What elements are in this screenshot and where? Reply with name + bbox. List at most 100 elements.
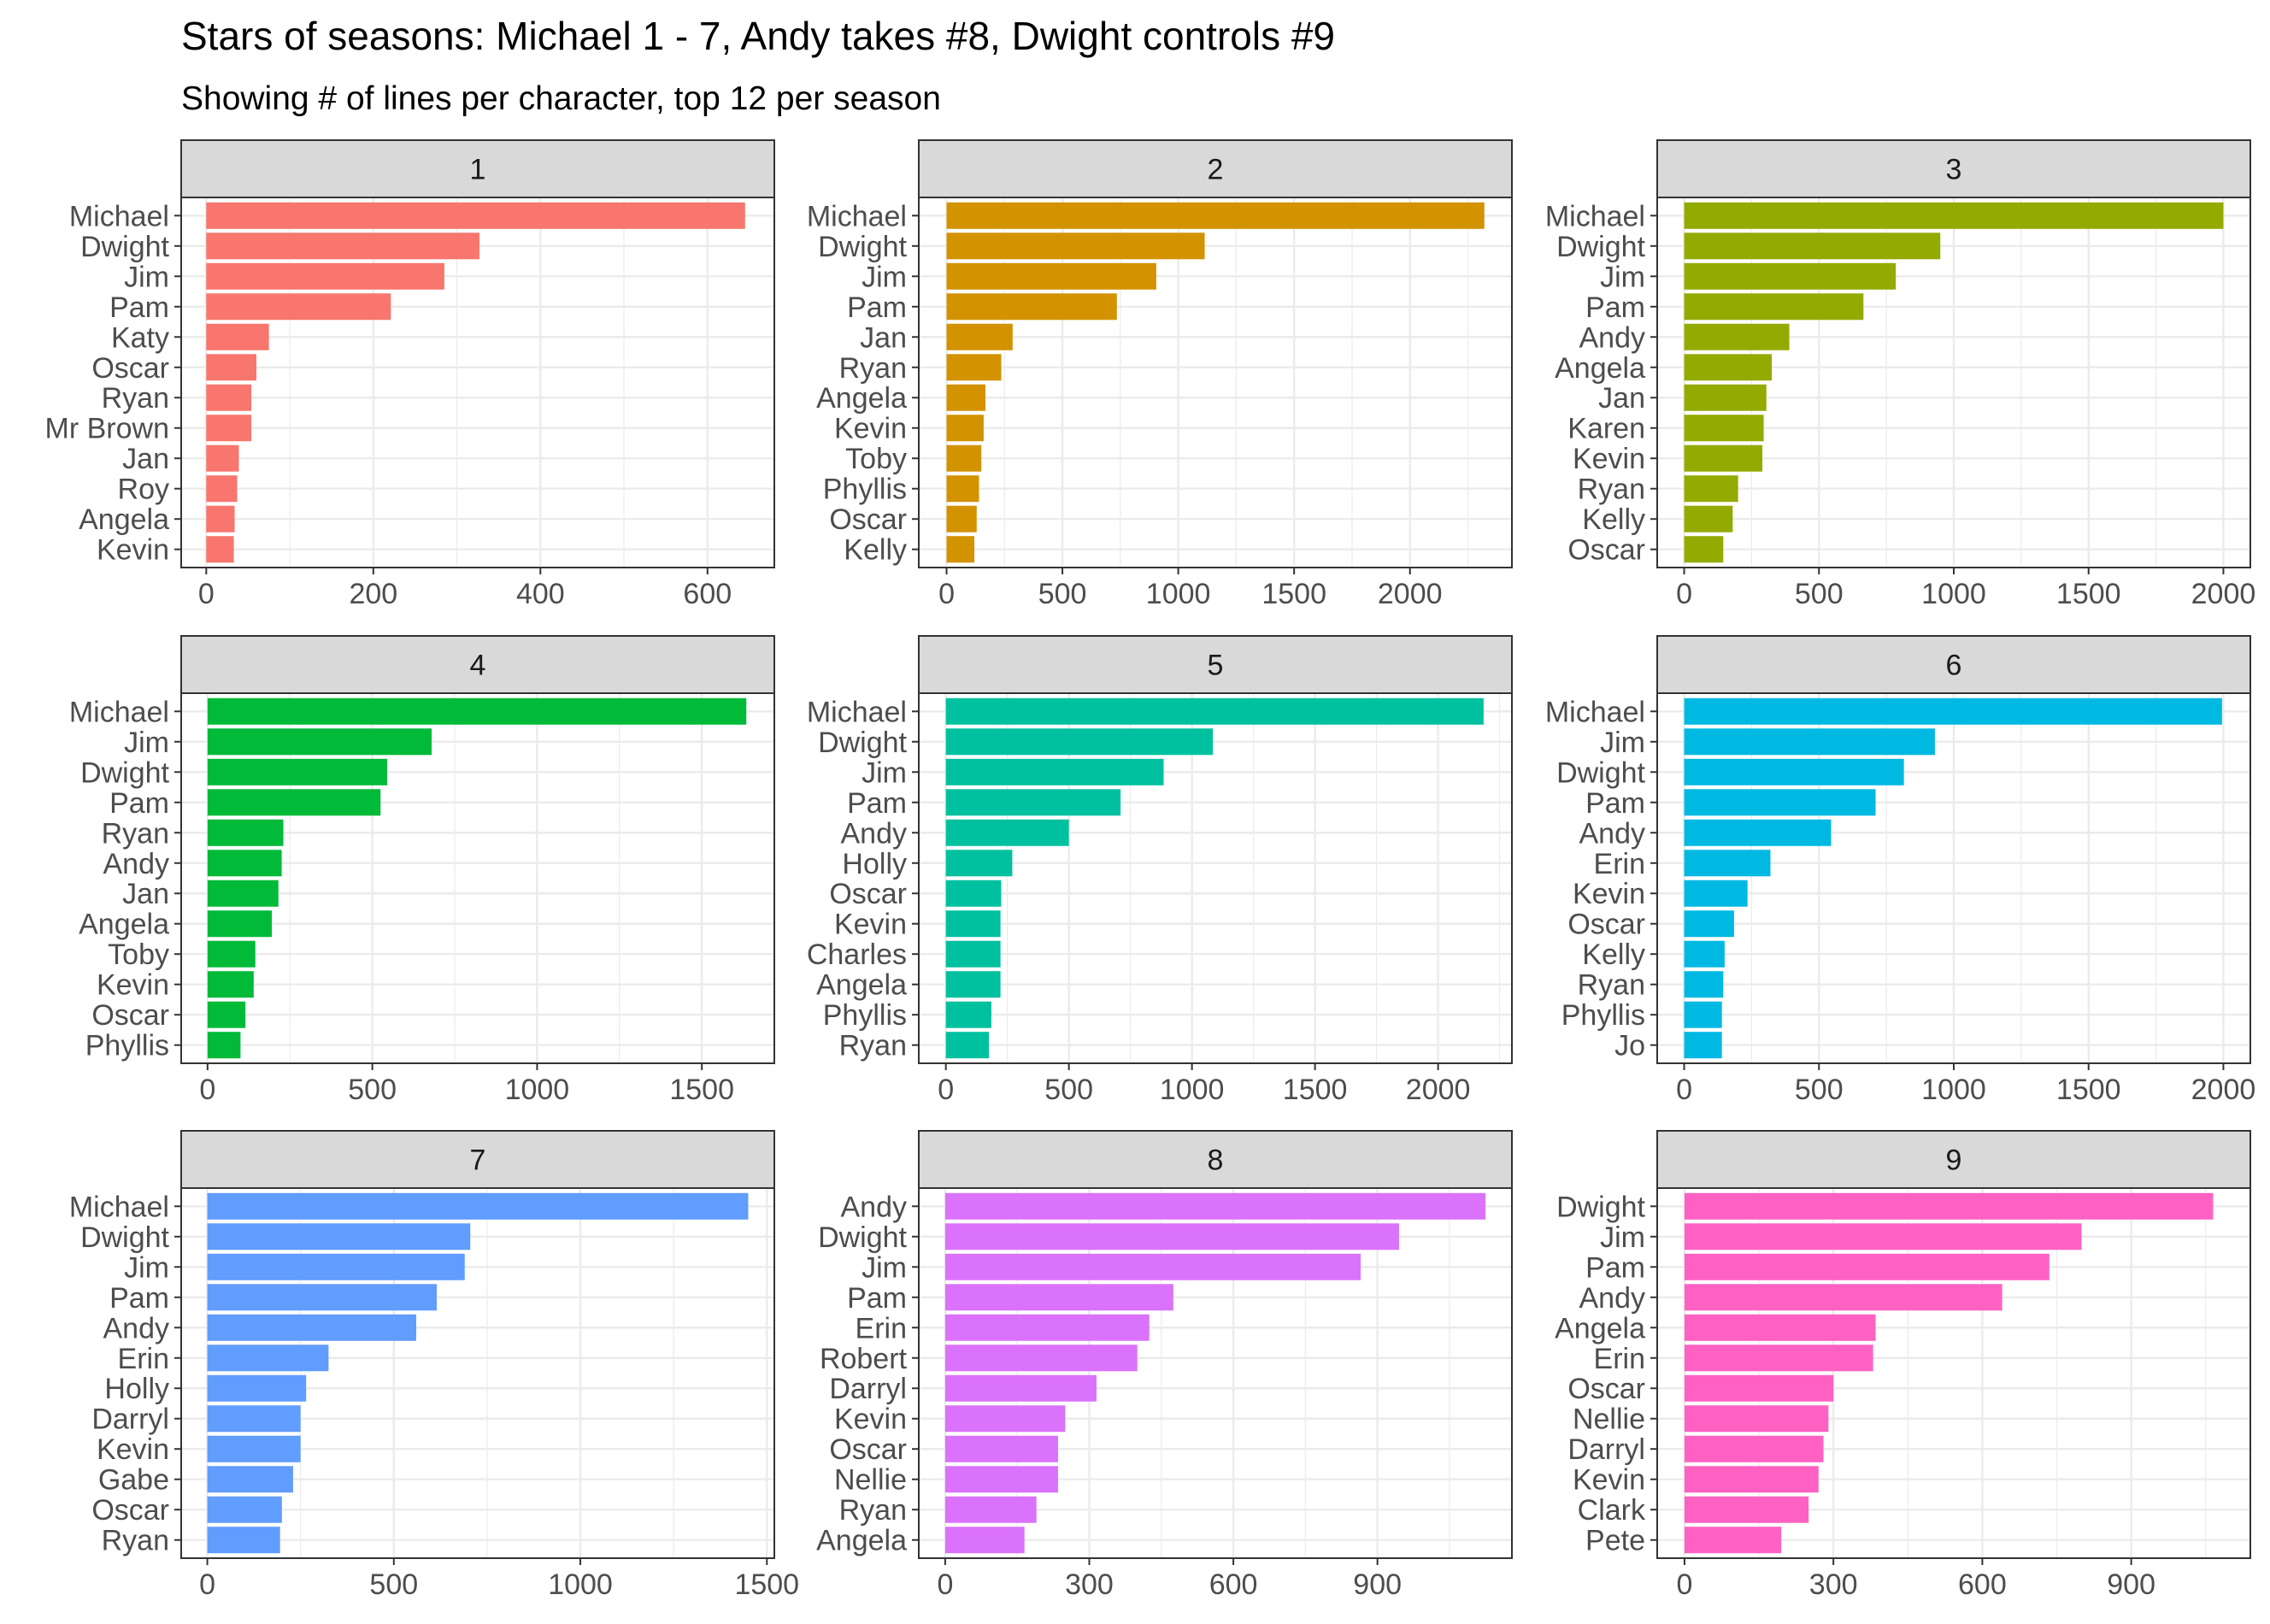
y-tick-label: Ryan xyxy=(1578,969,1645,1002)
facet-season-6: 6 MichaelJimDwightPamAndyErinKevinOscarKe… xyxy=(1545,635,2255,1106)
y-tick-label: Erin xyxy=(1594,848,1645,880)
y-tick-label: Oscar xyxy=(1567,1373,1645,1405)
facet-strip-label: 7 xyxy=(470,1144,486,1177)
y-tick-label: Ryan xyxy=(1578,474,1645,506)
x-tick-label: 1500 xyxy=(1261,578,1326,610)
y-tick-label: Pam xyxy=(1585,291,1645,324)
bar xyxy=(1684,1405,1829,1433)
bar xyxy=(1684,1374,1834,1402)
bar xyxy=(944,1527,1025,1554)
bar xyxy=(1684,1032,1722,1059)
y-tick-label: Robert xyxy=(820,1343,908,1375)
bar xyxy=(945,697,1484,725)
x-tick-label: 1500 xyxy=(669,1074,734,1106)
bar xyxy=(207,1345,329,1372)
x-tick-label: 1500 xyxy=(2056,1074,2121,1106)
bar xyxy=(206,323,269,350)
x-tick-label: 1500 xyxy=(1283,1074,1348,1106)
bar xyxy=(1684,262,1897,290)
y-tick-label: Dwight xyxy=(818,727,907,759)
y-tick-label: Angela xyxy=(816,1525,907,1557)
y-tick-label: Phyllis xyxy=(85,1030,169,1062)
bar xyxy=(207,1032,241,1059)
y-tick-label: Jim xyxy=(124,727,169,759)
y-tick-label: Ryan xyxy=(102,1525,169,1557)
y-tick-label: Angela xyxy=(79,503,169,536)
y-tick-label: Holly xyxy=(842,848,907,880)
y-tick-label: Jan xyxy=(860,321,907,354)
facet-strip xyxy=(1656,1130,2251,1189)
bar xyxy=(1684,880,1748,907)
facet-season-8: 8 AndyDwightJimPamErinRobertDarrylKevinOs… xyxy=(816,1130,1513,1601)
bar xyxy=(1684,728,1935,756)
y-tick-label: Oscar xyxy=(1567,909,1645,941)
y-tick-label: Mr Brown xyxy=(45,413,169,445)
panel-border xyxy=(918,197,1513,568)
y-tick-label: Kelly xyxy=(1582,503,1645,536)
panel-border xyxy=(180,692,775,1064)
x-tick-label: 900 xyxy=(1353,1568,1402,1601)
y-tick-label: Kevin xyxy=(834,413,907,445)
x-tick-label: 600 xyxy=(1958,1568,2007,1601)
y-tick-label: Jim xyxy=(1600,1221,1645,1254)
bar xyxy=(206,293,391,321)
bar xyxy=(207,1223,471,1250)
y-tick-label: Darryl xyxy=(1567,1433,1645,1466)
y-tick-label: Pam xyxy=(109,1282,169,1315)
x-tick-label: 2000 xyxy=(2191,578,2256,610)
y-tick-label: Darryl xyxy=(91,1403,169,1436)
y-tick-label: Phyllis xyxy=(823,474,907,506)
y-tick-label: Ryan xyxy=(102,817,169,850)
bar xyxy=(206,505,235,533)
chart-subtitle: Showing # of lines per character, top 12… xyxy=(181,80,941,117)
bar xyxy=(1684,1253,2049,1280)
y-tick-label: Dwight xyxy=(1556,1191,1645,1223)
bar xyxy=(944,1314,1150,1341)
y-tick-label: Jan xyxy=(1598,382,1645,415)
bar xyxy=(207,971,254,998)
bar xyxy=(207,1466,293,1493)
facet-strip-label: 5 xyxy=(1208,650,1224,682)
facet-season-3: 3MichaelDwightJimPamAndyAngelaJanKarenKe… xyxy=(1545,139,2256,610)
x-tick-label: 1500 xyxy=(2056,578,2121,610)
bar xyxy=(1684,1435,1824,1462)
bar xyxy=(207,1374,307,1402)
y-tick-label: Ryan xyxy=(839,1494,907,1527)
y-tick-label: Angela xyxy=(79,909,169,941)
y-tick-label: Darryl xyxy=(829,1373,907,1405)
bar xyxy=(945,880,1002,907)
y-tick-label: Jim xyxy=(1600,261,1645,293)
y-tick-label: Clark xyxy=(1578,1494,1646,1527)
y-tick-label: Angela xyxy=(816,969,907,1002)
x-tick-label: 0 xyxy=(938,578,955,610)
bar xyxy=(207,1435,301,1462)
bar xyxy=(207,728,432,756)
y-tick-label: Dwight xyxy=(80,1221,169,1254)
bar xyxy=(1684,1527,1782,1554)
bar xyxy=(1684,202,2224,229)
y-tick-label: Pam xyxy=(1585,1251,1645,1284)
y-tick-label: Andy xyxy=(103,1312,170,1345)
bar xyxy=(1684,1314,1876,1341)
panel-border xyxy=(1656,197,2251,568)
y-tick-label: Michael xyxy=(69,1191,169,1223)
x-tick-label: 0 xyxy=(937,1568,953,1601)
y-tick-label: Ryan xyxy=(839,1030,907,1062)
bar xyxy=(1684,758,1904,786)
bar xyxy=(1684,819,1832,846)
x-tick-label: 2000 xyxy=(1406,1074,1471,1106)
bar xyxy=(1684,1345,1873,1372)
bar xyxy=(946,262,1156,290)
y-tick-label: Kevin xyxy=(1573,878,1645,910)
y-tick-label: Kelly xyxy=(844,534,907,567)
facet-strip-label: 3 xyxy=(1946,154,1962,186)
bar xyxy=(207,910,273,938)
y-tick-label: Kelly xyxy=(1582,939,1645,971)
bar xyxy=(207,850,282,877)
y-tick-label: Phyllis xyxy=(823,999,907,1032)
bar xyxy=(944,1253,1361,1280)
bar xyxy=(945,1001,991,1028)
x-tick-label: 600 xyxy=(683,578,732,610)
y-tick-label: Andy xyxy=(103,848,170,880)
